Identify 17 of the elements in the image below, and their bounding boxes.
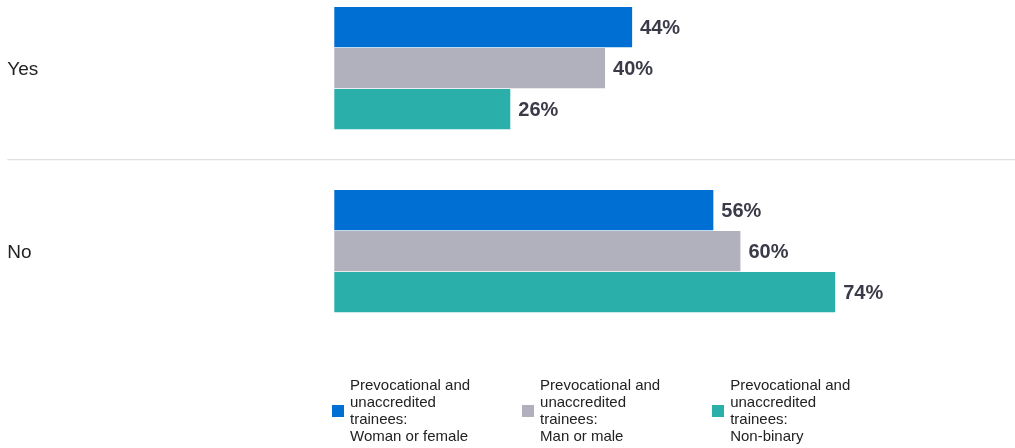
- y-tick-label: Yes: [7, 57, 39, 79]
- data-label: 74%: [843, 281, 884, 304]
- legend-label: Prevocational and unaccredited trainees: Man or male: [540, 376, 661, 444]
- data-label: 40%: [613, 57, 654, 80]
- legend-label: Prevocational and unaccredited trainees: Non-binary: [730, 376, 851, 444]
- bar: [334, 231, 741, 272]
- bar: [334, 7, 633, 48]
- bar: [334, 89, 511, 130]
- legend-label: Prevocational and unaccredited trainees: Woman or female: [350, 376, 471, 444]
- data-label: 60%: [748, 240, 789, 263]
- bar: [334, 190, 714, 231]
- bar: [334, 48, 606, 89]
- data-label: 26%: [518, 98, 559, 121]
- y-tick-label: No: [7, 240, 32, 262]
- data-label: 56%: [721, 199, 762, 222]
- bar: [334, 272, 836, 313]
- data-label: 44%: [640, 16, 681, 39]
